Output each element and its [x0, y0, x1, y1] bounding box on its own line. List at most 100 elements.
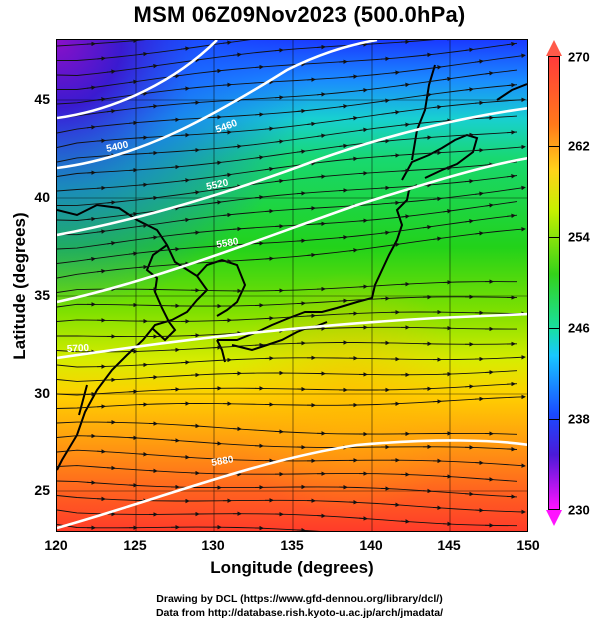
streamline — [57, 421, 518, 435]
streamline-arrow — [96, 229, 106, 234]
streamline-arrow — [516, 53, 526, 59]
streamline-arrow — [232, 426, 242, 432]
streamline-arrow — [212, 200, 222, 205]
streamline-arrow — [96, 404, 106, 409]
streamline-arrow — [264, 208, 274, 214]
streamline-arrow — [190, 100, 200, 105]
streamline-arrow — [432, 196, 442, 202]
streamline-arrow — [338, 188, 348, 193]
streamline-arrow — [96, 185, 106, 191]
streamline-arrow — [506, 130, 516, 135]
streamline-arrow — [380, 98, 390, 104]
streamline-arrow — [190, 423, 200, 429]
colorbar-label: 238 — [568, 411, 590, 427]
streamline-arrow — [338, 298, 348, 304]
streamline-arrow — [422, 488, 432, 494]
streamline-arrow — [96, 269, 106, 274]
y-tick-label: 35 — [34, 287, 50, 303]
streamline — [57, 370, 518, 382]
streamline-arrow — [222, 259, 232, 264]
streamline-arrow — [96, 56, 106, 61]
streamline-arrow — [422, 92, 432, 98]
streamline-arrow — [296, 191, 306, 196]
streamline-arrow — [128, 211, 138, 217]
streamline-arrow — [474, 231, 484, 236]
x-tick-label: 135 — [280, 537, 304, 553]
streamline-arrow — [516, 226, 526, 232]
streamline-arrow — [516, 185, 526, 191]
contour-label-5400: 5400 — [105, 139, 129, 154]
streamline-arrow — [442, 118, 452, 123]
streamline-arrow — [232, 52, 242, 57]
streamline-arrow — [506, 446, 516, 452]
streamline-arrow — [474, 191, 484, 197]
colorbar-bottom-arrow — [546, 510, 562, 526]
streamline-arrow — [86, 256, 96, 262]
streamline-arrow — [170, 117, 180, 122]
streamline-arrow — [464, 384, 474, 389]
streamline-arrow — [358, 218, 368, 223]
streamline-arrow — [400, 122, 410, 127]
streamline-arrow — [274, 139, 284, 144]
x-tick-label: 145 — [437, 537, 461, 553]
colorbar-tick — [548, 328, 560, 329]
streamline-arrow — [400, 519, 410, 524]
streamline-arrow — [138, 51, 148, 57]
streamline-arrow — [222, 212, 232, 218]
streamline-arrow — [170, 438, 180, 443]
streamline-arrow — [358, 284, 368, 289]
streamline-arrow — [296, 527, 306, 531]
streamline-arrow — [380, 185, 390, 191]
streamline-arrow — [400, 214, 410, 219]
streamline-arrow — [86, 480, 96, 485]
credits: Drawing by DCL (https://www.gfd-dennou.o… — [0, 592, 599, 620]
y-tick-label: 25 — [34, 482, 50, 498]
streamline-arrow — [464, 491, 474, 497]
streamline-arrow — [222, 82, 232, 88]
colorbar-label: 246 — [568, 320, 590, 336]
streamline-arrow — [306, 252, 316, 258]
streamline-arrow — [264, 256, 274, 261]
streamline-arrow — [190, 190, 200, 195]
streamline-arrow — [432, 150, 442, 156]
x-tick-label: 130 — [201, 537, 225, 553]
streamline-arrow — [400, 168, 410, 173]
streamline-arrow — [254, 155, 264, 160]
streamline-arrow — [474, 396, 484, 402]
map-plot-area: 5400 5460 5520 5580 5700 5880 — [56, 39, 528, 532]
credit-line-drawing: Drawing by DCL (https://www.gfd-dennou.o… — [156, 593, 443, 605]
streamline-arrow — [358, 42, 368, 47]
streamline-arrow — [442, 76, 452, 82]
streamline-arrow — [348, 248, 358, 253]
streamline-arrow — [106, 69, 116, 74]
streamline-arrow — [170, 164, 180, 170]
streamline-arrow — [484, 71, 494, 76]
streamline-arrow — [338, 59, 348, 64]
streamline-arrow — [274, 95, 284, 100]
streamline-arrow — [484, 115, 494, 120]
streamline-arrow — [338, 104, 348, 109]
streamline-arrow — [464, 132, 474, 138]
streamline — [57, 69, 518, 119]
streamline — [57, 509, 518, 527]
streamline-arrow — [232, 226, 242, 232]
streamline-arrow — [128, 120, 138, 126]
streamline-arrow — [212, 243, 222, 249]
streamline — [57, 40, 436, 76]
x-tick-label: 140 — [359, 537, 383, 553]
streamline-arrow — [306, 206, 316, 211]
streamline-arrow — [338, 143, 348, 149]
streamline-arrow — [484, 477, 494, 482]
colorbar-label: 230 — [568, 502, 590, 518]
streamline-arrow — [148, 468, 158, 474]
colorbar-tick — [548, 419, 560, 420]
coastlines — [57, 64, 527, 471]
streamline-arrow — [358, 516, 368, 521]
streamline — [57, 465, 518, 482]
streamline-arrow — [222, 40, 232, 45]
chart-title: MSM 06Z09Nov2023 (500.0hPa) — [133, 2, 466, 27]
streamline-arrow — [296, 108, 306, 114]
streamline-arrow — [390, 153, 400, 158]
y-tick-label: 45 — [34, 91, 50, 107]
contour-label-5700: 5700 — [67, 343, 90, 355]
